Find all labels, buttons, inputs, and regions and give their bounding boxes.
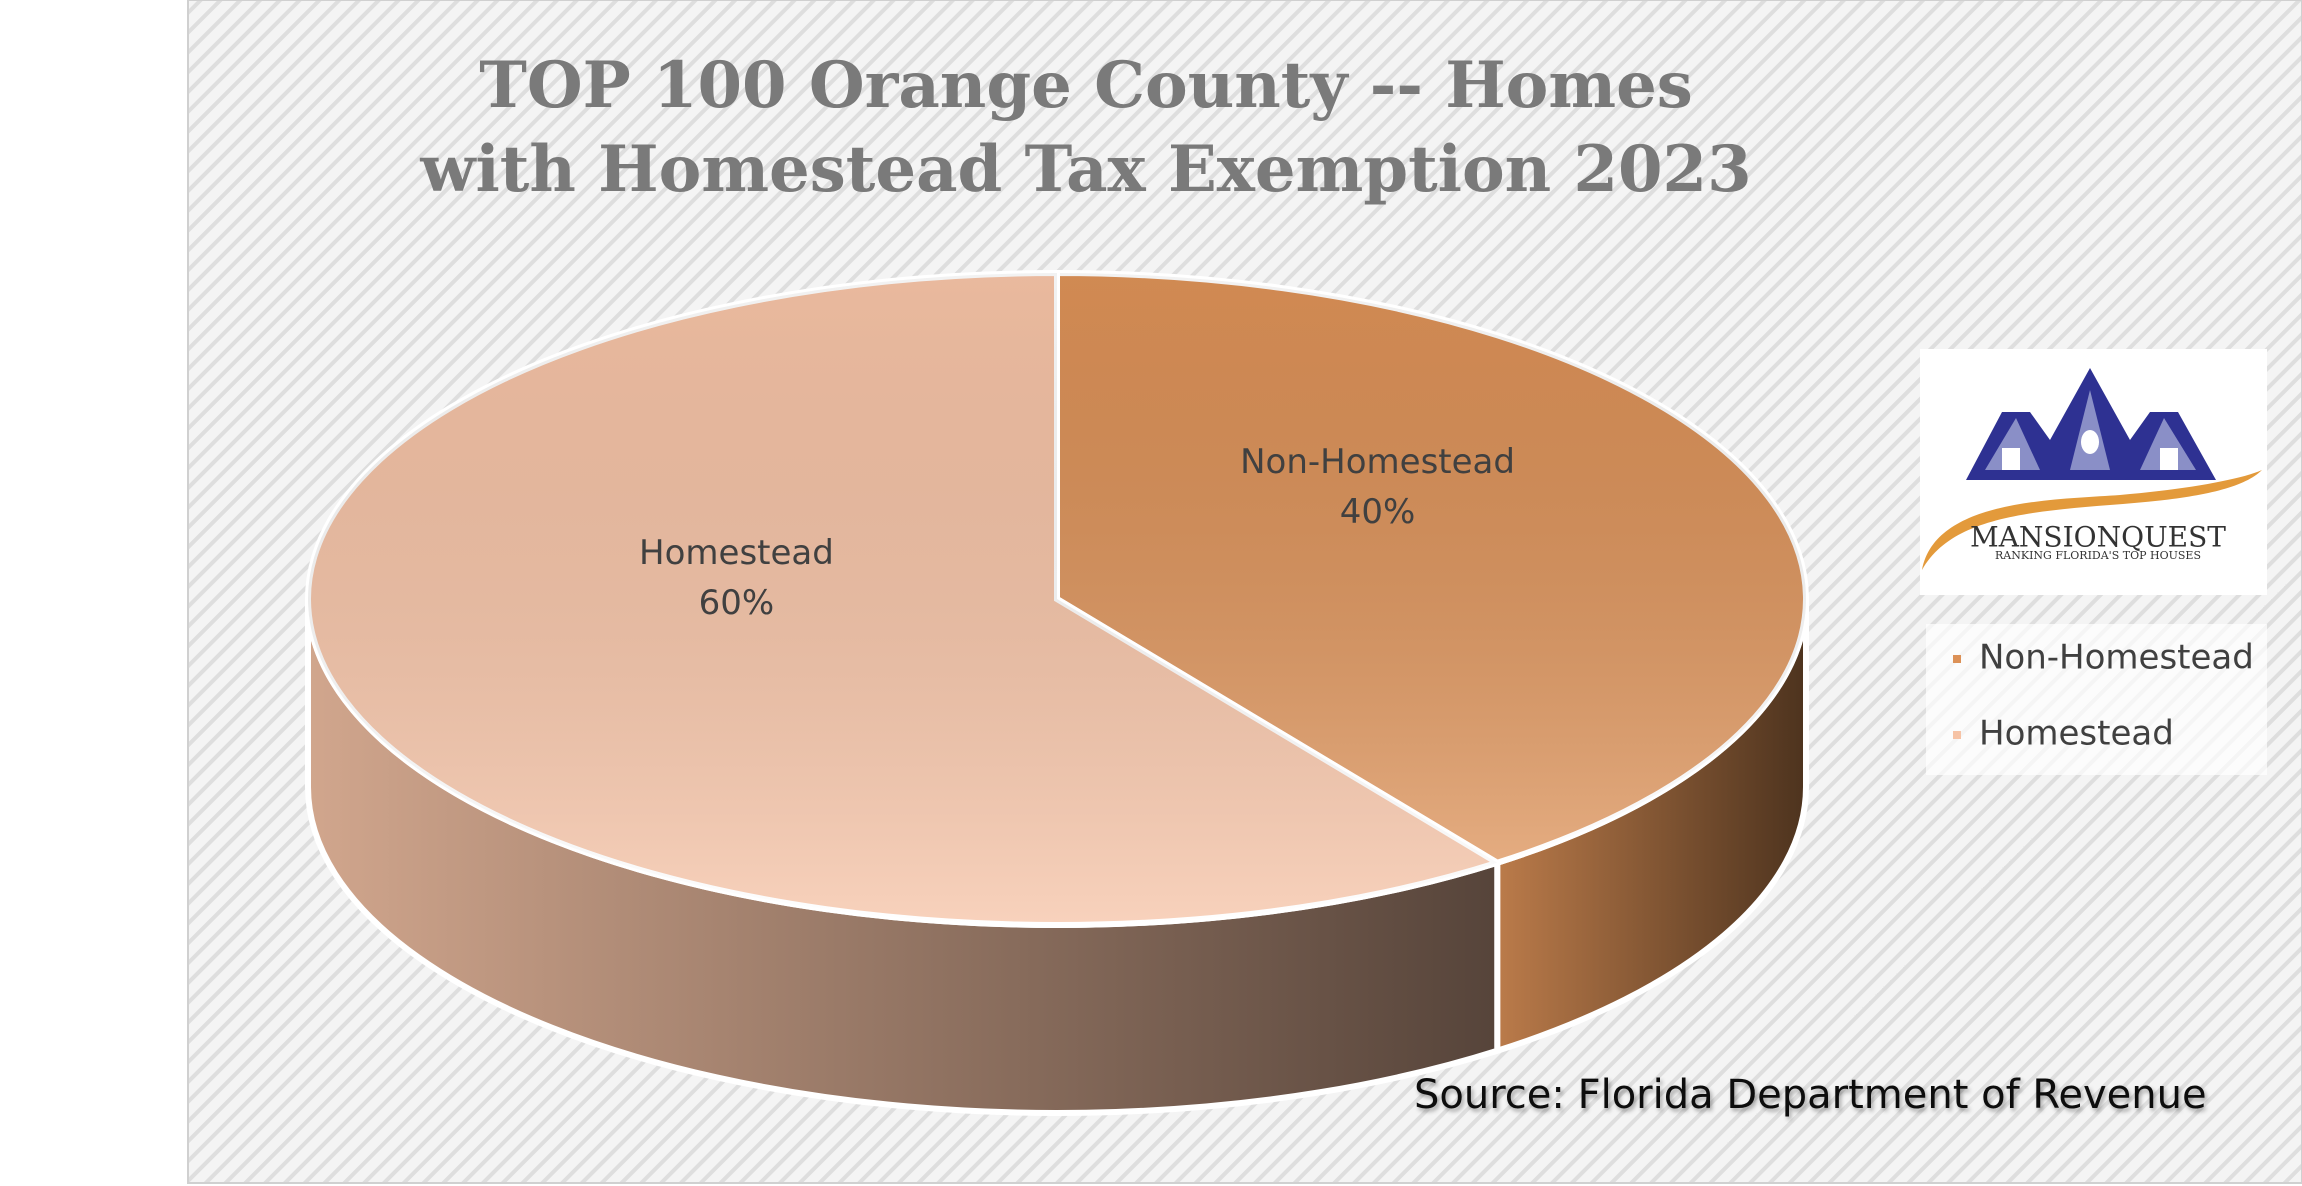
logo-roof: [1985, 418, 2040, 470]
logo-name: MANSIONQUEST: [1970, 521, 2226, 554]
chart-title: TOP 100 Orange County -- Homes with Home…: [420, 48, 1752, 207]
data-label-value: 40%: [1340, 492, 1416, 532]
legend-box: [1926, 624, 2267, 775]
slice-shade: [1057, 273, 1806, 863]
slice-shade: [307, 273, 1498, 926]
legend: Non-Homestead Homestead: [1953, 638, 2254, 754]
legend-marker: [1953, 655, 1961, 663]
logo-swoosh: [1922, 470, 2262, 570]
logo-roof: [2140, 418, 2196, 470]
data-label-value: 60%: [699, 583, 775, 623]
logo-window: [2160, 448, 2178, 470]
data-label-name: Non-Homestead: [1240, 442, 1515, 482]
legend-marker: [1953, 731, 1961, 739]
logo-tagline: RANKING FLORIDA'S TOP HOUSES: [1995, 549, 2201, 562]
legend-label: Non-Homestead: [1979, 638, 2254, 678]
logo: MANSIONQUEST RANKING FLORIDA'S TOP HOUSE…: [1920, 349, 2267, 595]
source: Source: Florida Department of Revenue: [1414, 1072, 2207, 1118]
pie: Non-Homestead 40% Homestead 60%: [305, 269, 1809, 1116]
legend-label: Homestead: [1979, 714, 2174, 754]
logo-window: [2081, 430, 2099, 454]
logo-window: [2002, 448, 2020, 470]
data-label-name: Homestead: [639, 533, 834, 573]
